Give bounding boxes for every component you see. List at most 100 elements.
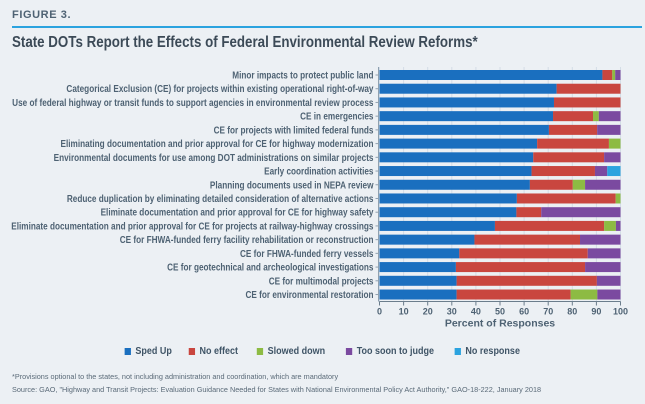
category-label: Eliminate documentation and prior approv…	[101, 208, 374, 219]
category-label: CE for FHWA-funded ferry facility rehabi…	[120, 235, 374, 246]
accent-divider	[12, 26, 642, 28]
x-axis-title: Percent of Responses	[445, 318, 555, 330]
bar-segment-no-effect	[494, 220, 605, 231]
category-label: Eliminating documentation and prior appr…	[61, 139, 374, 150]
x-tick-label: 40	[471, 307, 481, 317]
bar-segment-no-effect	[529, 179, 573, 190]
bar-segment-no-effect	[556, 83, 621, 94]
bar-segment-sped-up	[379, 275, 457, 286]
bar-segment-sped-up	[379, 124, 549, 135]
x-tick-label: 0	[377, 307, 382, 317]
bar-segment-slowed-down	[593, 111, 599, 122]
category-label: Planning documents used in NEPA review	[210, 180, 374, 191]
bars	[379, 70, 621, 300]
bar-segment-too-soon	[585, 179, 621, 190]
bar-segment-no-effect	[456, 275, 597, 286]
x-tick-label: 30	[447, 307, 457, 317]
legend-item-no-response: No response	[454, 346, 520, 357]
legend-item-no-effect: No effect	[188, 346, 239, 357]
stacked-bar-chart: Minor impacts to protect public land Cate…	[11, 67, 628, 330]
bar-segment-sped-up	[379, 262, 456, 273]
category-label: Reduce duplication by eliminating detail…	[67, 194, 374, 205]
bar-segment-no-effect	[474, 234, 581, 245]
bar-segment-sped-up	[379, 138, 538, 149]
bar-segment-no-effect	[533, 152, 605, 163]
x-tick-label: 70	[543, 307, 553, 317]
chart-title: State DOTs Report the Effects of Federal…	[12, 34, 478, 51]
bar-segment-slowed-down	[570, 289, 598, 300]
bar-segment-sped-up	[379, 152, 534, 163]
source-note: Source: GAO, "Highway and Transit Projec…	[12, 385, 542, 394]
category-label: CE for FHWA-funded ferry vessels	[240, 249, 374, 260]
category-label: Categorical Exclusion (CE) for projects …	[66, 84, 373, 95]
legend-swatch	[454, 348, 461, 355]
legend-item-sped-up: Sped Up	[124, 346, 172, 357]
bar-segment-slowed-down	[572, 179, 586, 190]
legend-item-slowed-down: Slowed down	[256, 346, 326, 357]
bar-segment-sped-up	[379, 179, 530, 190]
bar-segment-no-effect	[455, 262, 586, 273]
bar-segment-slowed-down	[615, 193, 621, 204]
legend-label: No effect	[199, 346, 239, 357]
bar-segment-no-effect	[602, 70, 613, 80]
bar-segment-too-soon	[597, 289, 621, 300]
legend-label: No response	[465, 346, 520, 357]
bar-segment-sped-up	[379, 220, 495, 231]
bar-segment-sped-up	[379, 166, 532, 177]
bar-segment-sped-up	[379, 207, 517, 218]
x-tick-label: 80	[567, 307, 577, 317]
figure-label: FIGURE 3.	[12, 9, 72, 21]
category-label: Eliminate documentation and prior approv…	[11, 221, 374, 232]
x-tick-label: 10	[399, 307, 409, 317]
x-tick-label: 100	[613, 307, 628, 317]
bar-segment-no-effect	[531, 166, 595, 177]
category-label: Early coordination activities	[264, 167, 374, 178]
bar-segment-no-effect	[553, 97, 621, 108]
bar-segment-no-effect	[456, 289, 571, 300]
bar-segment-no-response	[607, 166, 621, 177]
bar-segment-sped-up	[379, 234, 475, 245]
x-axis: 0 10 20 30 40 50 60 70 80 90 100	[375, 67, 628, 317]
bar-segment-sped-up	[379, 97, 554, 108]
bar-segment-no-effect	[537, 138, 609, 149]
bar-segment-sped-up	[379, 248, 460, 259]
legend-label: Too soon to judge	[356, 346, 434, 357]
category-label: CE for environmental restoration	[245, 290, 373, 301]
legend: Sped Up No effect Slowed down Too soon to j…	[0, 346, 645, 357]
bar-segment-too-soon	[615, 220, 621, 231]
bar-segment-sped-up	[379, 193, 517, 204]
bar-segment-too-soon	[604, 152, 621, 163]
bar-segment-too-soon	[585, 262, 621, 273]
bar-segment-sped-up	[379, 289, 457, 300]
bar-segment-slowed-down	[604, 220, 616, 231]
bar-segment-sped-up	[379, 70, 603, 80]
x-tick-label: 90	[591, 307, 601, 317]
category-labels: Minor impacts to protect public land Cate…	[11, 71, 374, 302]
bar-segment-too-soon	[615, 70, 621, 80]
category-label: Environmental documents for use among DO…	[54, 153, 374, 164]
bar-segment-sped-up	[379, 83, 557, 94]
bar-segment-no-effect	[516, 193, 616, 204]
legend-label: Slowed down	[267, 346, 326, 357]
footnote: *Provisions optional to the states, not …	[12, 372, 339, 381]
bar-segment-no-effect	[516, 207, 542, 218]
x-tick-label: 20	[423, 307, 433, 317]
bar-segment-too-soon	[598, 111, 621, 122]
legend-swatch	[188, 348, 196, 355]
bar-segment-slowed-down	[608, 138, 621, 149]
category-label: CE for geotechnical and archeological in…	[167, 263, 374, 274]
category-label: Minor impacts to protect public land	[232, 71, 373, 82]
bar-segment-no-effect	[553, 111, 594, 122]
legend-item-too-soon: Too soon to judge	[345, 346, 434, 357]
bar-segment-too-soon	[596, 275, 621, 286]
legend-swatch	[124, 348, 131, 355]
bar-segment-no-effect	[459, 248, 588, 259]
x-tick-label: 60	[519, 307, 529, 317]
bar-segment-too-soon	[580, 234, 621, 245]
bar-segment-too-soon	[587, 248, 621, 259]
category-label: CE in emergencies	[300, 112, 374, 123]
bar-segment-too-soon	[597, 124, 621, 135]
category-label: CE for multimodal projects	[269, 276, 374, 287]
bar-segment-too-soon	[594, 166, 608, 177]
bar-segment-slowed-down	[612, 70, 616, 80]
